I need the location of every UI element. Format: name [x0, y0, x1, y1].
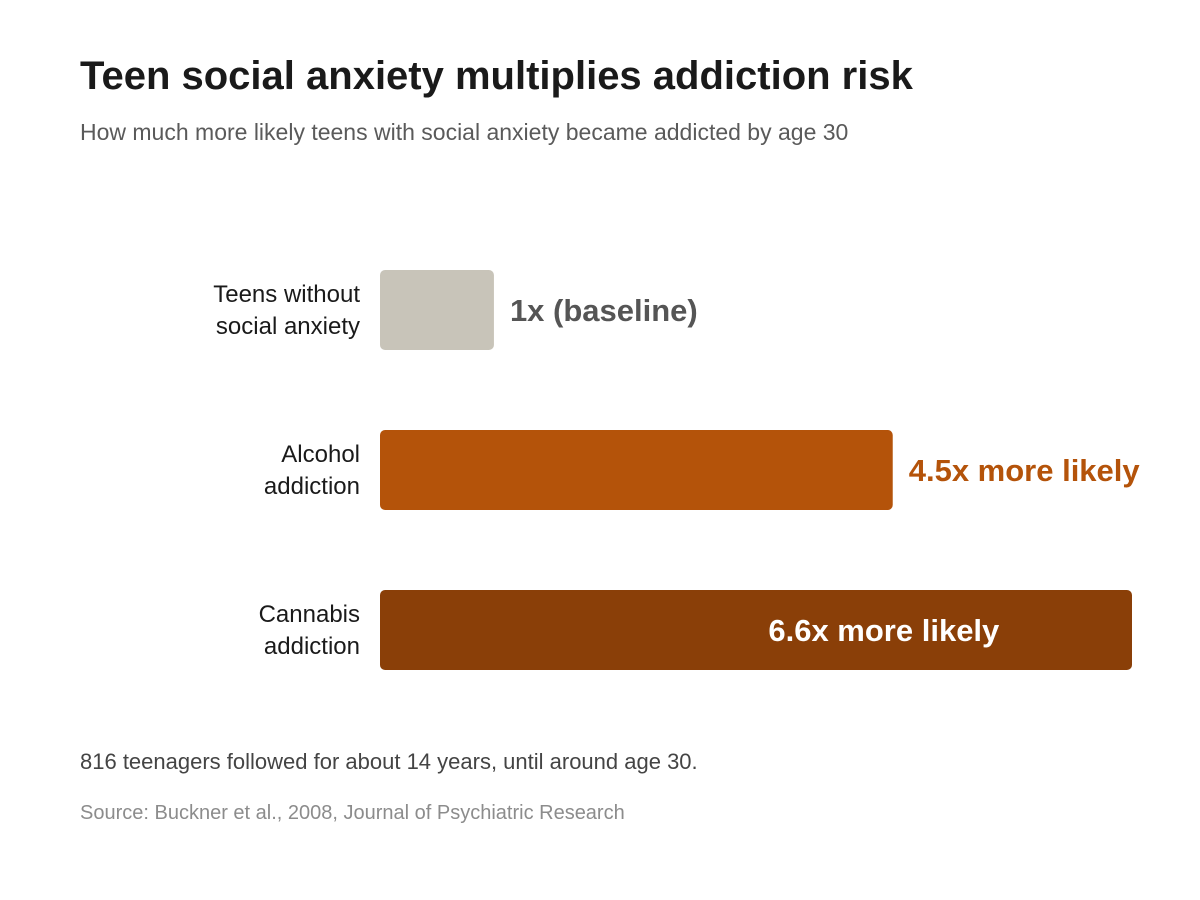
category-label-3: Cannabis addiction [259, 601, 360, 660]
bar-2 [380, 430, 893, 510]
value-label-3: 6.6x more likely [768, 613, 1000, 648]
footnote: 816 teenagers followed for about 14 year… [80, 749, 698, 774]
bar-1 [380, 270, 494, 350]
value-label-1: 1x (baseline) [510, 293, 698, 328]
source-note: Source: Buckner et al., 2008, Journal of… [80, 802, 625, 824]
chart-title: Teen social anxiety multiplies addiction… [80, 54, 913, 98]
bar-3 [380, 590, 1132, 670]
value-label-2: 4.5x more likely [909, 453, 1141, 488]
chart-subtitle: How much more likely teens with social a… [80, 119, 849, 145]
category-label-1: Teens without social anxiety [213, 281, 360, 340]
category-label-2: Alcohol addiction [264, 441, 360, 500]
